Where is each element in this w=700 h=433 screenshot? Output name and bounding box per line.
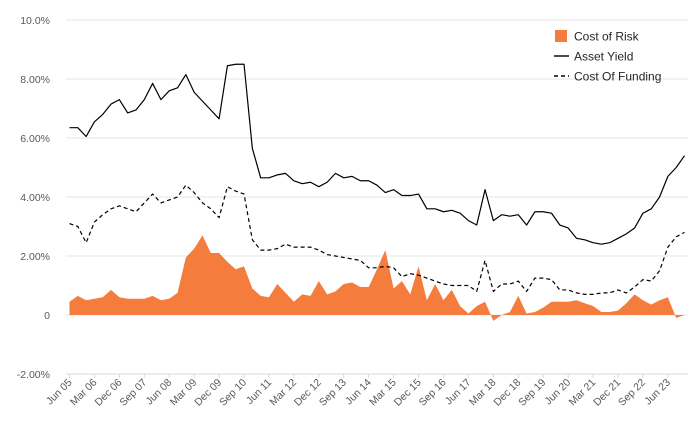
x-tick-label: Sep 10	[217, 377, 249, 409]
legend-item[interactable]: Cost of Risk	[555, 30, 640, 44]
y-tick-label: 2.00%	[20, 251, 50, 263]
y-tick-label: -2.00%	[17, 369, 50, 381]
y-tick-label: 10.0%	[20, 15, 50, 27]
y-axis-ticks: -2.00% 0 2.00% 4.00% 6.00% 8.00% 10.0%	[17, 15, 50, 381]
y-tick-label: 0	[44, 310, 50, 322]
legend-label: Asset Yield	[574, 50, 633, 64]
legend-label: Cost Of Funding	[574, 70, 661, 84]
legend-item[interactable]: Asset Yield	[554, 50, 633, 64]
legend[interactable]: Cost of Risk Asset Yield Cost Of Funding	[554, 30, 661, 84]
x-tick-label: Sep 16	[417, 377, 449, 409]
legend-swatch-area	[555, 30, 567, 42]
series-area-cost-of-risk	[69, 235, 685, 321]
y-tick-label: 8.00%	[20, 74, 50, 86]
line-layer	[69, 63, 685, 295]
x-tick-label: Jun 23	[642, 377, 673, 408]
x-tick-label: Sep 13	[317, 377, 349, 409]
legend-label: Cost of Risk	[574, 30, 640, 44]
x-tick-label: Sep 07	[117, 377, 149, 409]
series-line-asset-yield	[69, 63, 685, 245]
y-tick-label: 4.00%	[20, 192, 50, 204]
legend-item[interactable]: Cost Of Funding	[554, 70, 661, 84]
y-tick-label: 6.00%	[20, 133, 50, 145]
x-tick-label: Sep 19	[516, 377, 548, 409]
x-tick-label: Sep 22	[616, 377, 648, 409]
area-layer	[69, 235, 685, 321]
